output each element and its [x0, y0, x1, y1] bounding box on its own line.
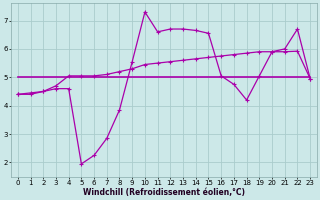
- X-axis label: Windchill (Refroidissement éolien,°C): Windchill (Refroidissement éolien,°C): [83, 188, 245, 197]
